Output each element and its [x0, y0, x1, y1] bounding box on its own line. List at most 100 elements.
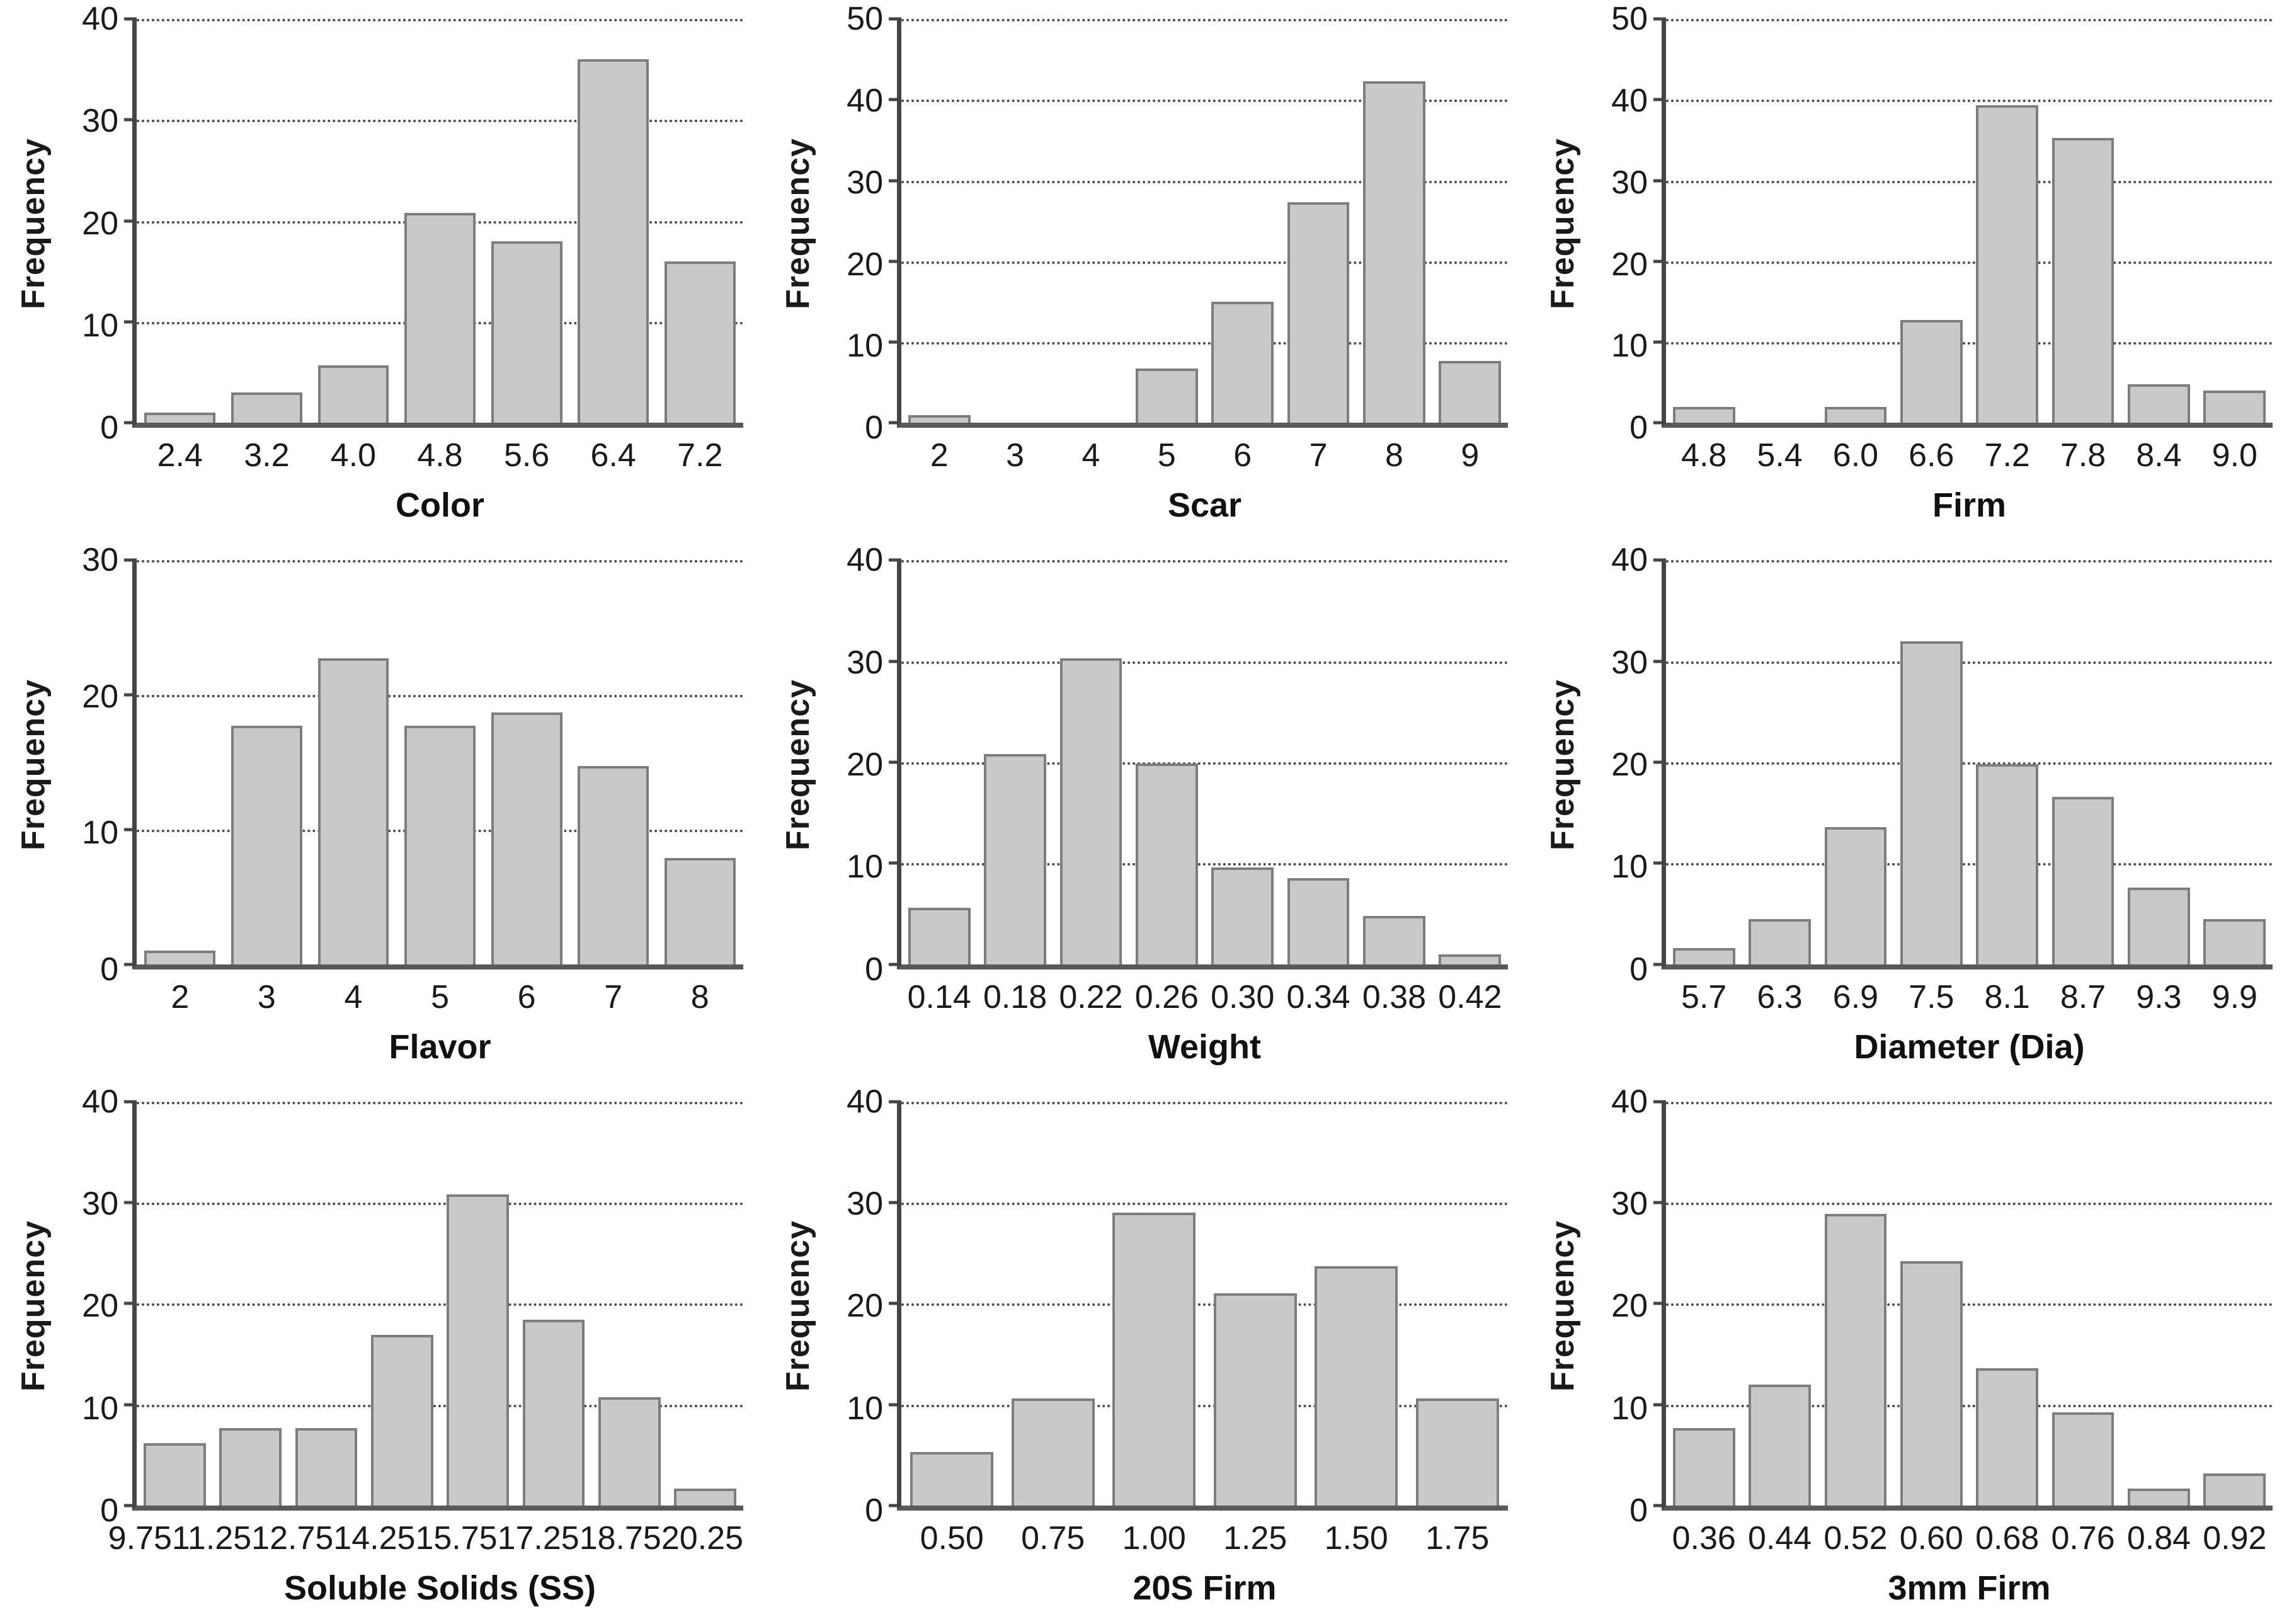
y-axis-tick-mark: [889, 17, 901, 21]
histogram-bar: [491, 241, 562, 423]
x-tick-label: 14.25: [333, 1519, 416, 1557]
y-axis-tick-mark: [124, 421, 137, 425]
plot-box: [889, 1100, 1508, 1511]
y-tick-label: 20: [1611, 1288, 1648, 1325]
y-axis-tick-mark: [1653, 421, 1666, 425]
y-axis-title-column: Frequency: [773, 560, 823, 969]
x-tick-label: 0.50: [920, 1519, 984, 1557]
y-tick-label: 10: [1611, 328, 1648, 365]
y-tick-label: 10: [847, 849, 883, 886]
y-tick-label: 40: [1611, 1083, 1648, 1120]
histogram-bar: [144, 951, 216, 964]
bar-slot: [1356, 19, 1432, 423]
bar-slot: [137, 1102, 212, 1506]
gridline: [1666, 661, 2273, 664]
x-tick-label: 2: [171, 978, 190, 1015]
histogram-bar: [1112, 1213, 1196, 1506]
x-axis-title: Soluble Solids (SS): [283, 1569, 596, 1607]
x-tick-label: 4.8: [1681, 437, 1727, 474]
bar-slot: [1666, 560, 1742, 964]
histogram-bar: [1415, 1398, 1499, 1506]
bar-slot: [2121, 1102, 2196, 1506]
histogram-bar: [2128, 887, 2190, 964]
y-axis-title: Frequency: [15, 137, 52, 309]
x-axis-title-spacer: [1538, 1027, 1666, 1066]
bar-slot: [1281, 19, 1356, 423]
y-axis-tick-mark: [889, 1301, 901, 1305]
y-tick-label: 40: [847, 82, 883, 119]
histogram-bar: [1749, 918, 1811, 964]
y-axis-tick-mark: [124, 1301, 137, 1305]
x-tick-label: 4.0: [330, 437, 377, 474]
y-tick-label: 20: [847, 746, 883, 783]
histogram-bar: [2051, 796, 2114, 964]
y-axis-tick-mark: [1653, 1504, 1666, 1507]
y-tick-label: 40: [82, 1, 118, 37]
plot-box: [124, 1100, 743, 1511]
histogram-bar: [317, 365, 389, 423]
bar-slot: [1666, 19, 1742, 423]
bar-slot: [288, 1102, 364, 1506]
x-axis-title-spacer: [773, 1569, 901, 1608]
x-tick-label: 3: [1006, 437, 1025, 474]
histogram-bar: [910, 1452, 994, 1506]
y-axis-tick-labels: 0 10 20 30 40: [823, 544, 897, 985]
x-tick-label: 0.36: [1672, 1519, 1736, 1557]
x-tick-label: 8.7: [2060, 978, 2106, 1015]
bar-slot: [1742, 560, 1817, 964]
y-axis-tick-mark: [889, 98, 901, 101]
y-tick-label: 10: [1611, 1390, 1648, 1427]
histogram-bar: [143, 1443, 206, 1506]
x-tick-label: 0.42: [1438, 978, 1502, 1015]
plot-area-wrapper: Frequency 0 10 20 30 40: [9, 3, 743, 444]
y-axis-title-column: Frequency: [1538, 560, 1587, 969]
x-tick-label: 6.6: [1909, 437, 1954, 474]
plot-box: [124, 17, 743, 428]
histogram-bar: [2128, 384, 2190, 423]
gridline: [1666, 863, 2273, 866]
bar-slot: [1742, 19, 1817, 423]
y-axis-tick-mark: [1653, 660, 1666, 663]
bar-slot: [570, 19, 657, 423]
y-axis-tick-labels: 0 10 20 30 40: [1587, 1085, 1662, 1527]
bar-slot: [2197, 1102, 2273, 1506]
gridline: [1666, 1101, 2273, 1104]
x-tick-label: 5: [431, 978, 449, 1015]
x-tick-label: 6.3: [1757, 978, 1803, 1015]
y-tick-label: 30: [82, 1185, 118, 1222]
y-axis-tick-mark: [124, 693, 137, 697]
y-axis-tick-mark: [889, 340, 901, 344]
histogram-bar: [908, 907, 971, 964]
x-axis-tick-labels: 0.50 0.75 1.00 1.25 1.50 1.75: [901, 1519, 1508, 1557]
y-axis-title-column: Frequency: [1538, 1102, 1587, 1511]
y-axis-title-column: Frequency: [9, 560, 58, 969]
y-axis-tick-mark: [124, 1403, 137, 1407]
x-tick-label: 1.00: [1122, 1519, 1186, 1557]
x-axis-tick-row: 0.14 0.18 0.22 0.26 0.30 0.34 0.38 0.42: [773, 978, 1508, 1016]
gridline: [137, 1303, 743, 1307]
y-tick-label: 0: [865, 1492, 883, 1529]
y-axis-tick-mark: [889, 760, 901, 764]
bar-slot: [397, 560, 484, 964]
histogram-bar: [317, 658, 389, 964]
y-tick-label: 10: [1611, 849, 1648, 886]
bars-container: [1666, 19, 2273, 423]
histogram-bar: [1900, 320, 1963, 423]
y-axis-title: Frequency: [1544, 137, 1582, 309]
y-axis-tick-mark: [1653, 17, 1666, 21]
y-tick-label: 0: [865, 951, 883, 988]
x-axis-tick-labels: 0.14 0.18 0.22 0.26 0.30 0.34 0.38 0.42: [901, 978, 1508, 1016]
plot-box: [889, 558, 1508, 969]
x-axis-tick-row: 2.4 3.2 4.0 4.8 5.6 6.4 7.2: [9, 437, 743, 474]
gridline: [901, 661, 1508, 664]
x-tick-label: 0.26: [1134, 978, 1199, 1015]
gridline: [1666, 1202, 2273, 1205]
bar-slot: [591, 1102, 667, 1506]
histogram-bar: [1672, 1427, 1735, 1506]
gridline: [1666, 342, 2273, 345]
y-tick-label: 10: [847, 1390, 883, 1427]
x-axis-title: 3mm Firm: [1888, 1569, 2051, 1607]
y-axis-tick-labels: 0 10 20 30 40: [823, 1085, 897, 1527]
histogram-bar: [1824, 1213, 1887, 1506]
y-axis-tick-mark: [1653, 260, 1666, 263]
